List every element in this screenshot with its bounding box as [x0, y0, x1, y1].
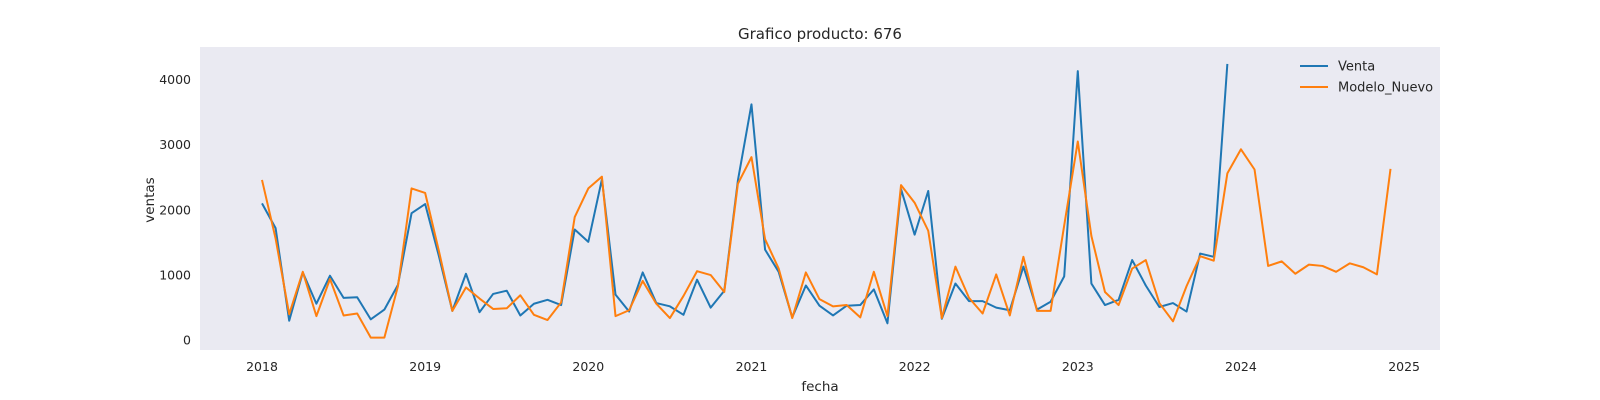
y-tick-label: 0 [183, 333, 191, 348]
y-axis-label: ventas [142, 177, 158, 222]
x-tick-label: 2019 [409, 359, 441, 374]
plot-area [200, 47, 1440, 350]
legend: Venta Modelo_Nuevo [1300, 60, 1433, 96]
y-axis-ticks: 0 1000 2000 3000 4000 [159, 72, 191, 348]
x-tick-label: 2025 [1388, 359, 1420, 374]
x-tick-label: 2023 [1062, 359, 1094, 374]
x-tick-label: 2020 [572, 359, 604, 374]
y-tick-label: 1000 [159, 268, 191, 283]
series-line-venta [261, 63, 1229, 325]
series-line-modelo-nuevo [261, 140, 1392, 339]
x-tick-label: 2021 [736, 359, 768, 374]
x-tick-label: 2024 [1225, 359, 1257, 374]
x-tick-label: 2022 [899, 359, 931, 374]
legend-label: Venta [1338, 60, 1375, 75]
x-tick-label: 2018 [246, 359, 278, 374]
y-tick-label: 2000 [159, 202, 191, 217]
x-axis-ticks: 2018 2019 2020 2021 2022 2023 2024 2025 [246, 359, 1420, 374]
series-group [261, 63, 1392, 339]
y-tick-label: 3000 [159, 137, 191, 152]
legend-label: Modelo_Nuevo [1338, 81, 1433, 96]
x-axis-label: fecha [801, 379, 838, 395]
y-tick-label: 4000 [159, 72, 191, 87]
chart-title: Grafico producto: 676 [738, 25, 902, 43]
